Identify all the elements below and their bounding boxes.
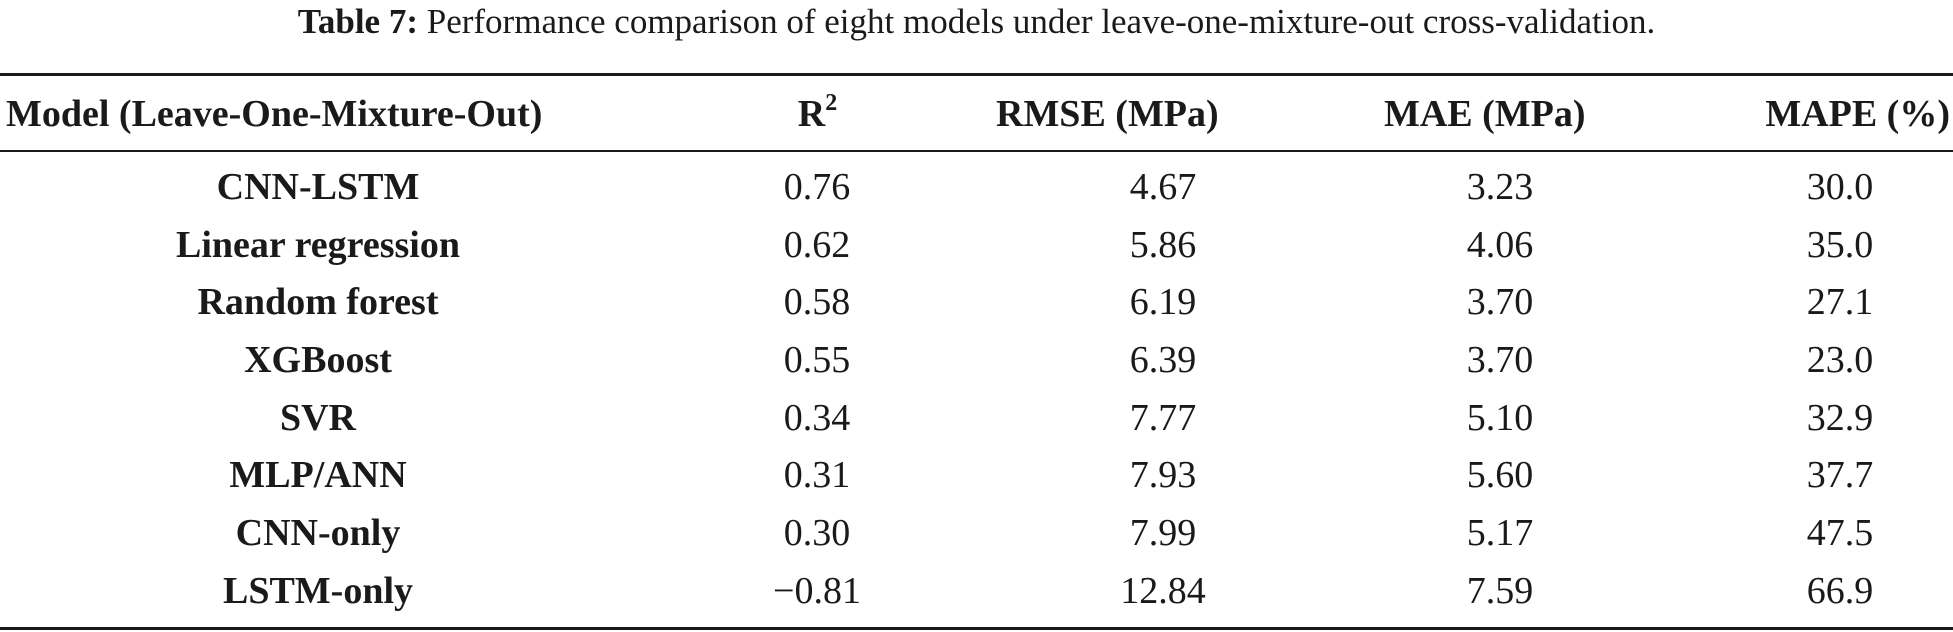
cell-model: SVR — [279, 396, 357, 439]
cell-mae: 3.23 — [1466, 166, 1534, 208]
cell-mae: 5.10 — [1466, 396, 1534, 439]
header-r2-base: R — [797, 93, 826, 135]
cell-rmse: 6.19 — [1129, 281, 1197, 324]
cell-model: XGBoost — [244, 339, 392, 382]
table-row: Random forest 0.58 6.19 3.70 27.1 — [0, 278, 1953, 336]
header-mape: MAPE (%) — [1765, 93, 1950, 135]
cell-model: Random forest — [197, 281, 439, 324]
cell-r2: 0.76 — [783, 166, 851, 208]
cell-r2: 0.55 — [783, 339, 851, 382]
table-top-rule — [0, 73, 1953, 76]
header-rmse: RMSE (MPa) — [996, 93, 1219, 135]
cell-mae: 3.70 — [1466, 281, 1534, 324]
table-row: XGBoost 0.55 6.39 3.70 23.0 — [0, 336, 1953, 394]
cell-mape: 27.1 — [1806, 281, 1874, 324]
cell-model: LSTM-only — [222, 569, 414, 612]
header-mae: MAE (MPa) — [1384, 93, 1586, 135]
cell-mae: 5.60 — [1466, 454, 1534, 497]
table-row: CNN-only 0.30 7.99 5.17 47.5 — [0, 509, 1953, 567]
table-row: Linear regression 0.62 5.86 4.06 35.0 — [0, 221, 1953, 279]
cell-r2: 0.58 — [783, 281, 851, 324]
cell-model: MLP/ANN — [229, 454, 407, 497]
table-header-row: Model (Leave-One-Mixture-Out) R2 RMSE (M… — [0, 86, 1953, 142]
table-caption-text: Performance comparison of eight models u… — [426, 2, 1656, 41]
cell-rmse: 7.77 — [1129, 396, 1197, 439]
cell-r2: 0.31 — [783, 454, 851, 497]
table-caption: Table 7: Performance comparison of eight… — [0, 2, 1953, 42]
table-caption-label: Table 7: — [297, 2, 418, 41]
cell-rmse: 5.86 — [1129, 223, 1197, 266]
cell-mape: 66.9 — [1806, 569, 1874, 612]
table-header-rule — [0, 150, 1953, 152]
cell-r2: 0.62 — [783, 223, 851, 266]
cell-r2: −0.81 — [773, 569, 861, 612]
cell-mape: 35.0 — [1806, 223, 1874, 266]
cell-r2: 0.30 — [783, 512, 851, 555]
table-row: LSTM-only −0.81 12.84 7.59 66.9 — [0, 567, 1953, 625]
cell-mape: 47.5 — [1806, 512, 1874, 555]
cell-mae: 3.70 — [1466, 339, 1534, 382]
cell-mae: 7.59 — [1466, 569, 1534, 612]
header-r2: R2 — [0, 86, 1635, 142]
header-model: Model (Leave-One-Mixture-Out) — [6, 93, 543, 135]
cell-rmse: 7.93 — [1129, 454, 1197, 497]
table-row: SVR 0.34 7.77 5.10 32.9 — [0, 394, 1953, 452]
table-row: CNN-LSTM 0.76 4.67 3.23 30.0 — [0, 163, 1953, 221]
cell-mape: 30.0 — [1806, 166, 1874, 208]
cell-mape: 23.0 — [1806, 339, 1874, 382]
cell-r2: 0.34 — [783, 396, 851, 439]
table-body: CNN-LSTM 0.76 4.67 3.23 30.0 Linear regr… — [0, 163, 1953, 625]
cell-model: CNN-only — [235, 512, 401, 555]
cell-rmse: 4.67 — [1129, 166, 1197, 208]
cell-mape: 32.9 — [1806, 396, 1874, 439]
cell-rmse: 12.84 — [1120, 569, 1206, 612]
cell-model: CNN-LSTM — [216, 166, 420, 208]
cell-mape: 37.7 — [1806, 454, 1874, 497]
cell-model: Linear regression — [176, 223, 460, 266]
header-r2-superscript: 2 — [825, 90, 838, 116]
cell-rmse: 7.99 — [1129, 512, 1197, 555]
table-row: MLP/ANN 0.31 7.93 5.60 37.7 — [0, 451, 1953, 509]
cell-mae: 5.17 — [1466, 512, 1534, 555]
cell-mae: 4.06 — [1466, 223, 1534, 266]
table-bottom-rule — [0, 627, 1953, 630]
cell-rmse: 6.39 — [1129, 339, 1197, 382]
